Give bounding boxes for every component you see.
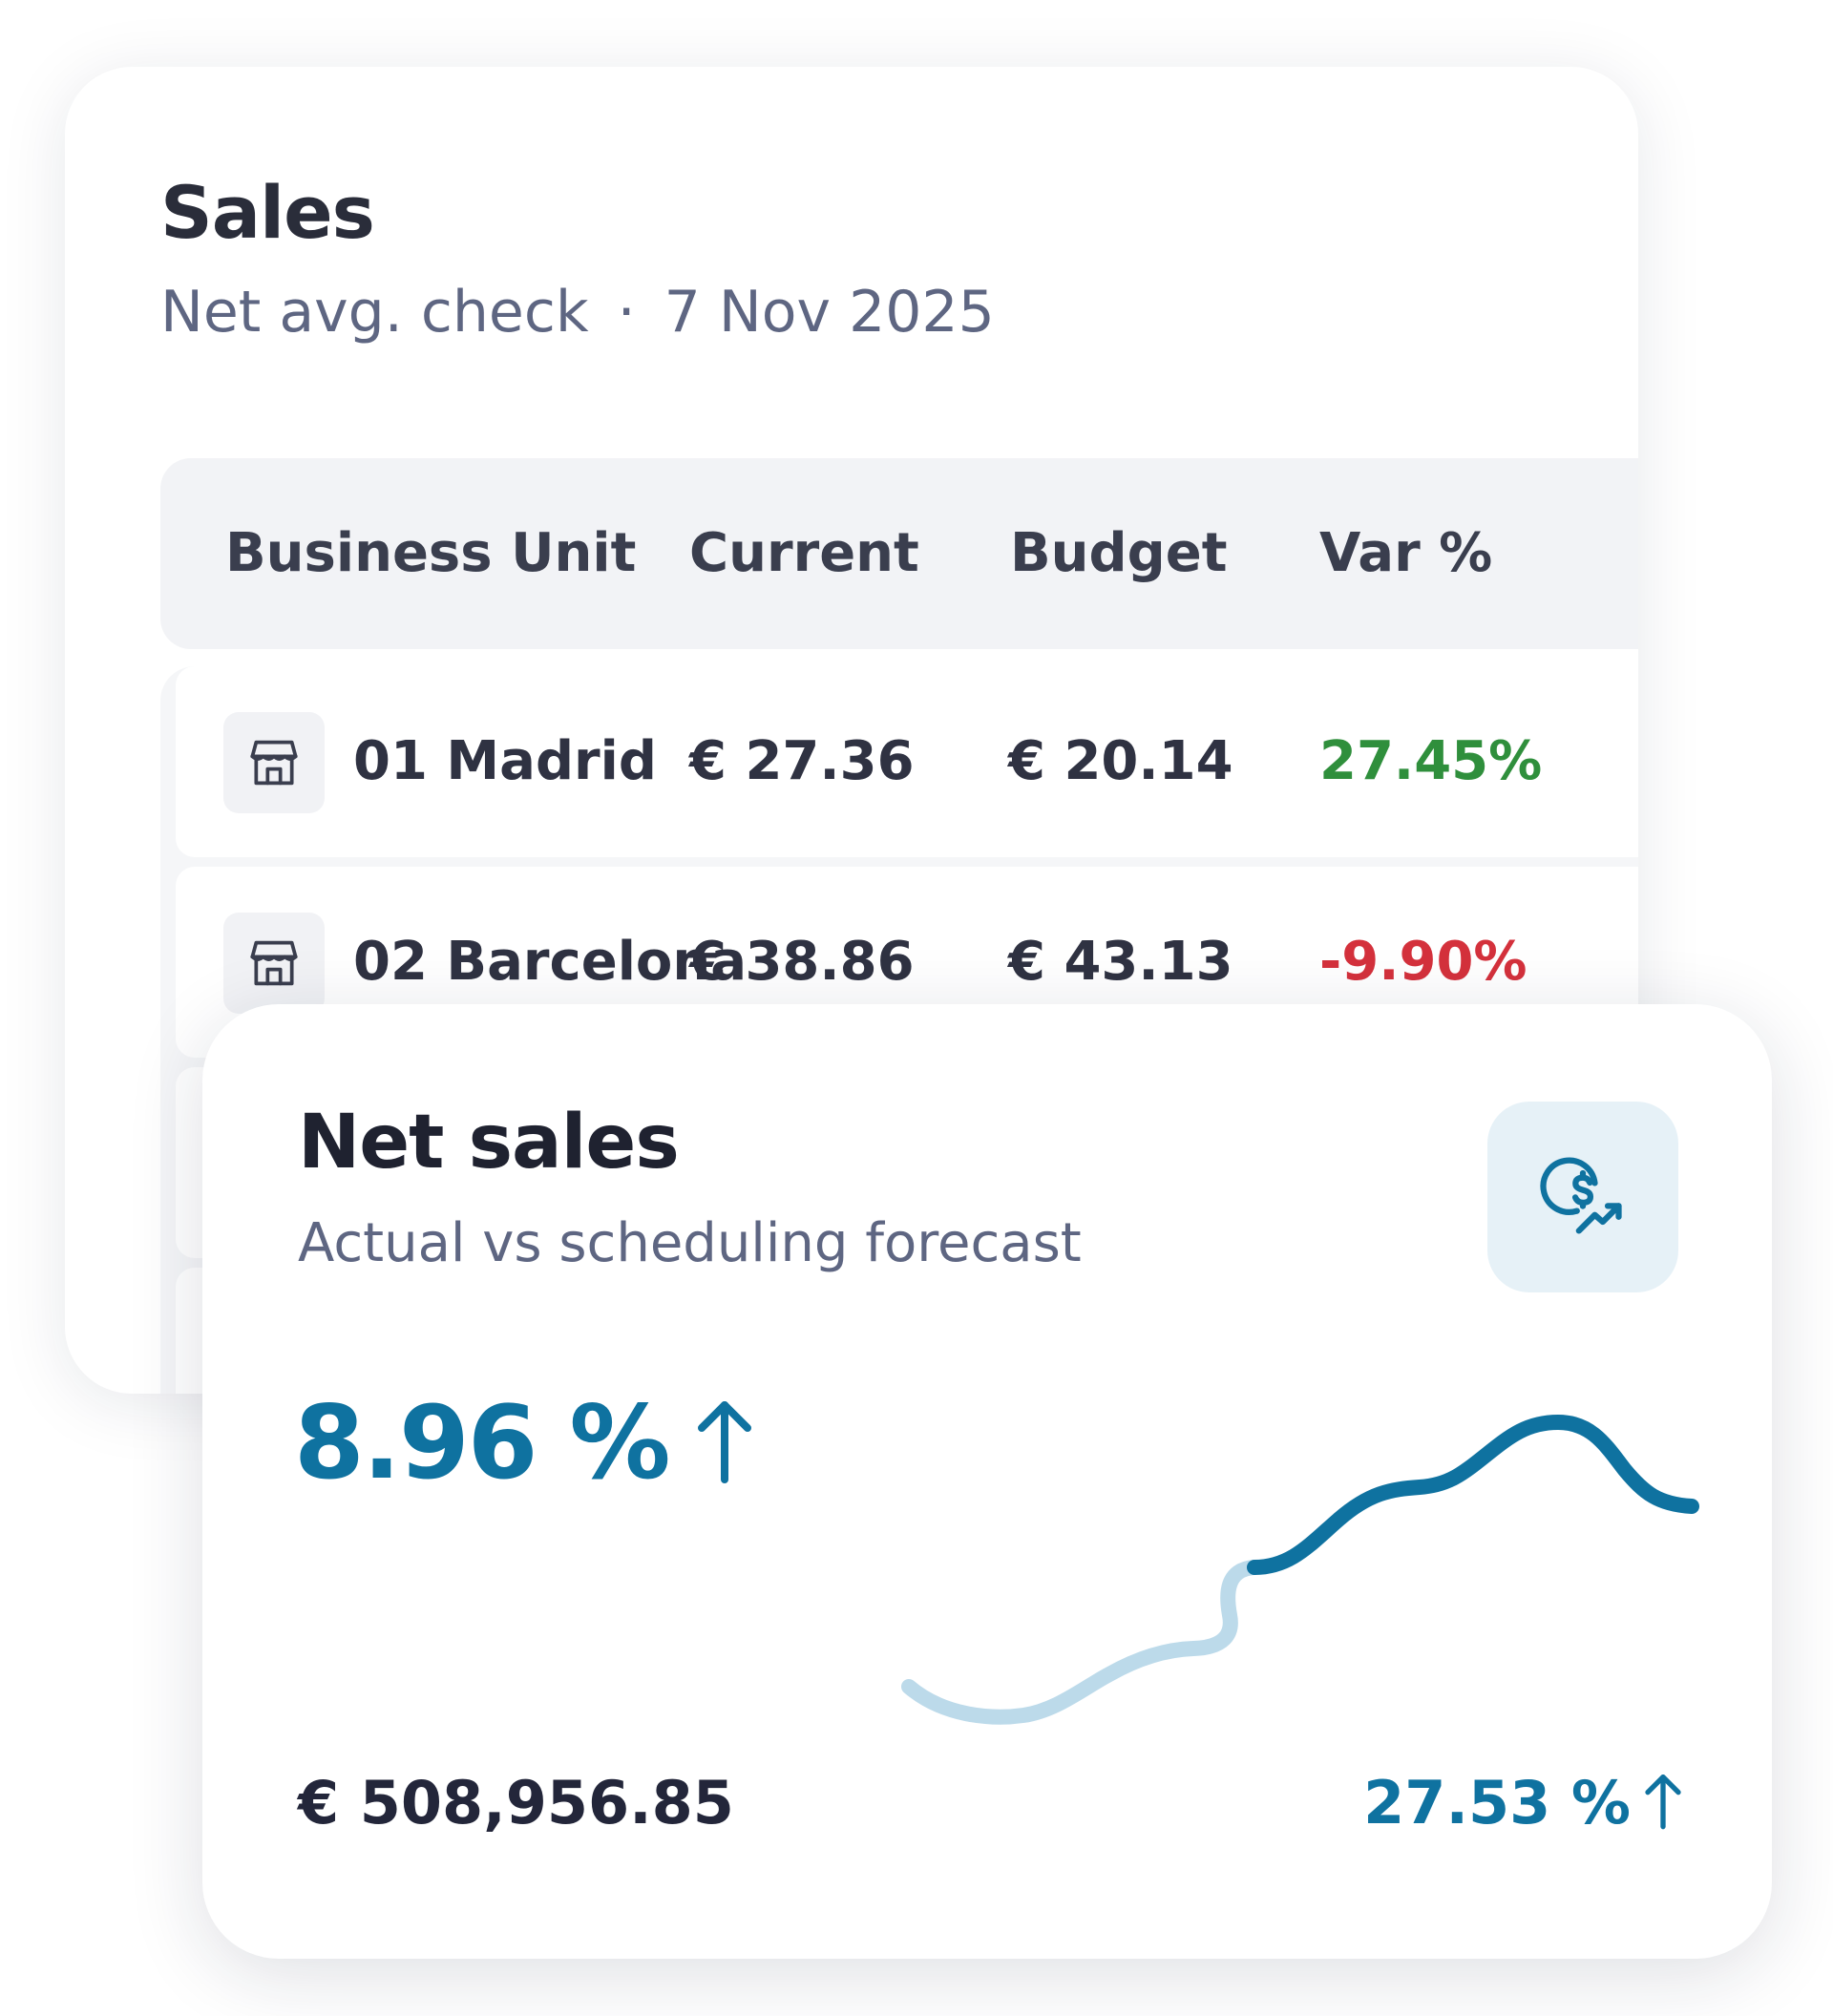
- net-sales-sparkline: [901, 1414, 1699, 1725]
- dollar-growth-icon: [1487, 1102, 1678, 1292]
- net-sales-subtitle: Actual vs scheduling forecast: [298, 1212, 1082, 1274]
- forecast-line: [901, 1560, 1262, 1725]
- business-unit-name: 02 Barcelona: [353, 931, 748, 993]
- arrow-up-icon: [1644, 1771, 1682, 1836]
- net-sales-total: € 508,956.85: [298, 1768, 734, 1838]
- budget-value: € 20.14: [1008, 730, 1233, 792]
- column-header-current[interactable]: Current: [689, 522, 919, 584]
- arrow-up-icon: [696, 1396, 753, 1491]
- store-icon: [223, 712, 325, 813]
- var-percent-value: 27.45%: [1319, 730, 1543, 792]
- subtitle-separator: ·: [617, 279, 636, 346]
- var-percent-value: -9.90%: [1319, 931, 1528, 993]
- sales-subtitle-date: 7 Nov 2025: [664, 279, 995, 346]
- budget-value: € 43.13: [1008, 931, 1233, 993]
- actual-line: [1247, 1414, 1699, 1575]
- column-header-budget[interactable]: Budget: [1010, 522, 1228, 584]
- column-header-business-unit[interactable]: Business Unit: [225, 522, 637, 584]
- net-sales-title: Net sales: [298, 1100, 680, 1186]
- change-value: 27.53 %: [1363, 1768, 1631, 1838]
- net-sales-card: Net sales Actual vs scheduling forecast …: [202, 1004, 1772, 1959]
- table-row[interactable]: 01 Madrid € 27.36 € 20.14 27.45%: [176, 666, 1638, 857]
- net-sales-change: 27.53 %: [1363, 1768, 1682, 1838]
- table-header: Business Unit Current Budget Var %: [160, 458, 1638, 649]
- store-icon: [223, 913, 325, 1014]
- current-value: € 38.86: [689, 931, 915, 993]
- current-value: € 27.36: [689, 730, 915, 792]
- column-header-var-percent[interactable]: Var %: [1319, 522, 1493, 584]
- business-unit-name: 01 Madrid: [353, 730, 657, 792]
- sales-subtitle-metric: Net avg. check: [160, 279, 589, 346]
- sales-subtitle: Net avg. check · 7 Nov 2025: [160, 279, 995, 346]
- net-sales-kpi: 8.96 %: [294, 1384, 753, 1502]
- sales-title: Sales: [160, 170, 375, 255]
- kpi-value: 8.96 %: [294, 1384, 671, 1502]
